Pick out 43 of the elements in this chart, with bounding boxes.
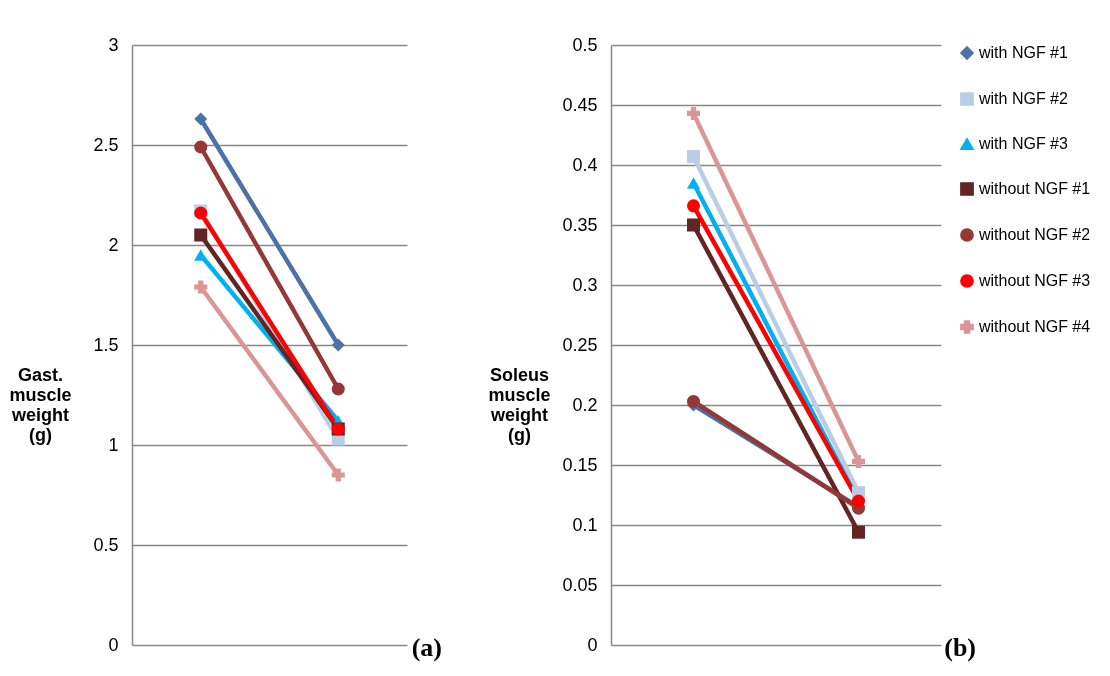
y-tick-label: 0.05	[562, 574, 598, 595]
point	[331, 468, 345, 482]
point	[194, 280, 208, 294]
y-tick-label: 0.15	[562, 454, 598, 475]
point	[686, 150, 701, 164]
legend-label: with NGF #2	[978, 90, 1069, 107]
y-tick-label: 0.1	[572, 514, 598, 535]
y-tick-label: 1	[108, 434, 119, 455]
y-tick-label: 0	[108, 634, 119, 655]
y-tick-label: 0.2	[572, 394, 598, 415]
text: (b)	[944, 633, 976, 662]
y-tick-label: 3	[108, 34, 119, 55]
legend-label: without NGF #3	[978, 272, 1091, 289]
point	[686, 106, 701, 120]
legend-label: without NGF #4	[978, 318, 1091, 335]
legend-label: with NGF #3	[978, 135, 1069, 152]
point	[686, 199, 701, 213]
point	[331, 338, 345, 352]
y-tick-label: 0.3	[572, 274, 598, 295]
point	[194, 140, 208, 154]
y-tick-label: 0.5	[93, 534, 119, 555]
legend-label: with NGF #1	[978, 44, 1069, 61]
point	[686, 218, 701, 232]
text: (a)	[411, 633, 442, 662]
y-tick-label: 0	[587, 634, 598, 655]
point	[851, 454, 866, 468]
y-tick-label: 0.35	[562, 214, 598, 235]
y-tick-label: 0.4	[572, 154, 598, 175]
point	[851, 525, 866, 539]
point	[331, 382, 345, 396]
y-tick-label: 0.45	[562, 94, 598, 115]
point	[194, 228, 208, 242]
y-tick-label: 2	[108, 234, 119, 255]
y-axis-title: Soleus muscle weight (g)	[488, 364, 551, 445]
y-tick-label: 0.5	[572, 34, 598, 55]
legend-label: without NGF #2	[978, 226, 1091, 243]
point	[686, 394, 701, 408]
y-axis-title: Gast. muscle weight (g)	[9, 364, 72, 445]
y-tick-label: 2.5	[93, 134, 119, 155]
y-tick-label: 1.5	[93, 334, 119, 355]
legend-label: without NGF #1	[978, 180, 1091, 197]
y-tick-label: 0.25	[562, 334, 598, 355]
point	[194, 112, 208, 126]
